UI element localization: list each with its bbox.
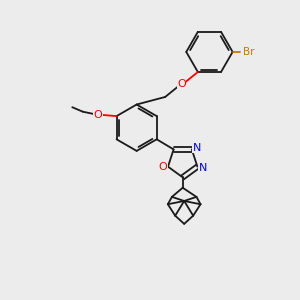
Text: O: O bbox=[177, 80, 186, 89]
Text: N: N bbox=[199, 163, 207, 173]
Text: O: O bbox=[158, 162, 167, 172]
Text: Br: Br bbox=[243, 47, 255, 57]
Text: O: O bbox=[94, 110, 103, 120]
Text: N: N bbox=[193, 143, 201, 153]
